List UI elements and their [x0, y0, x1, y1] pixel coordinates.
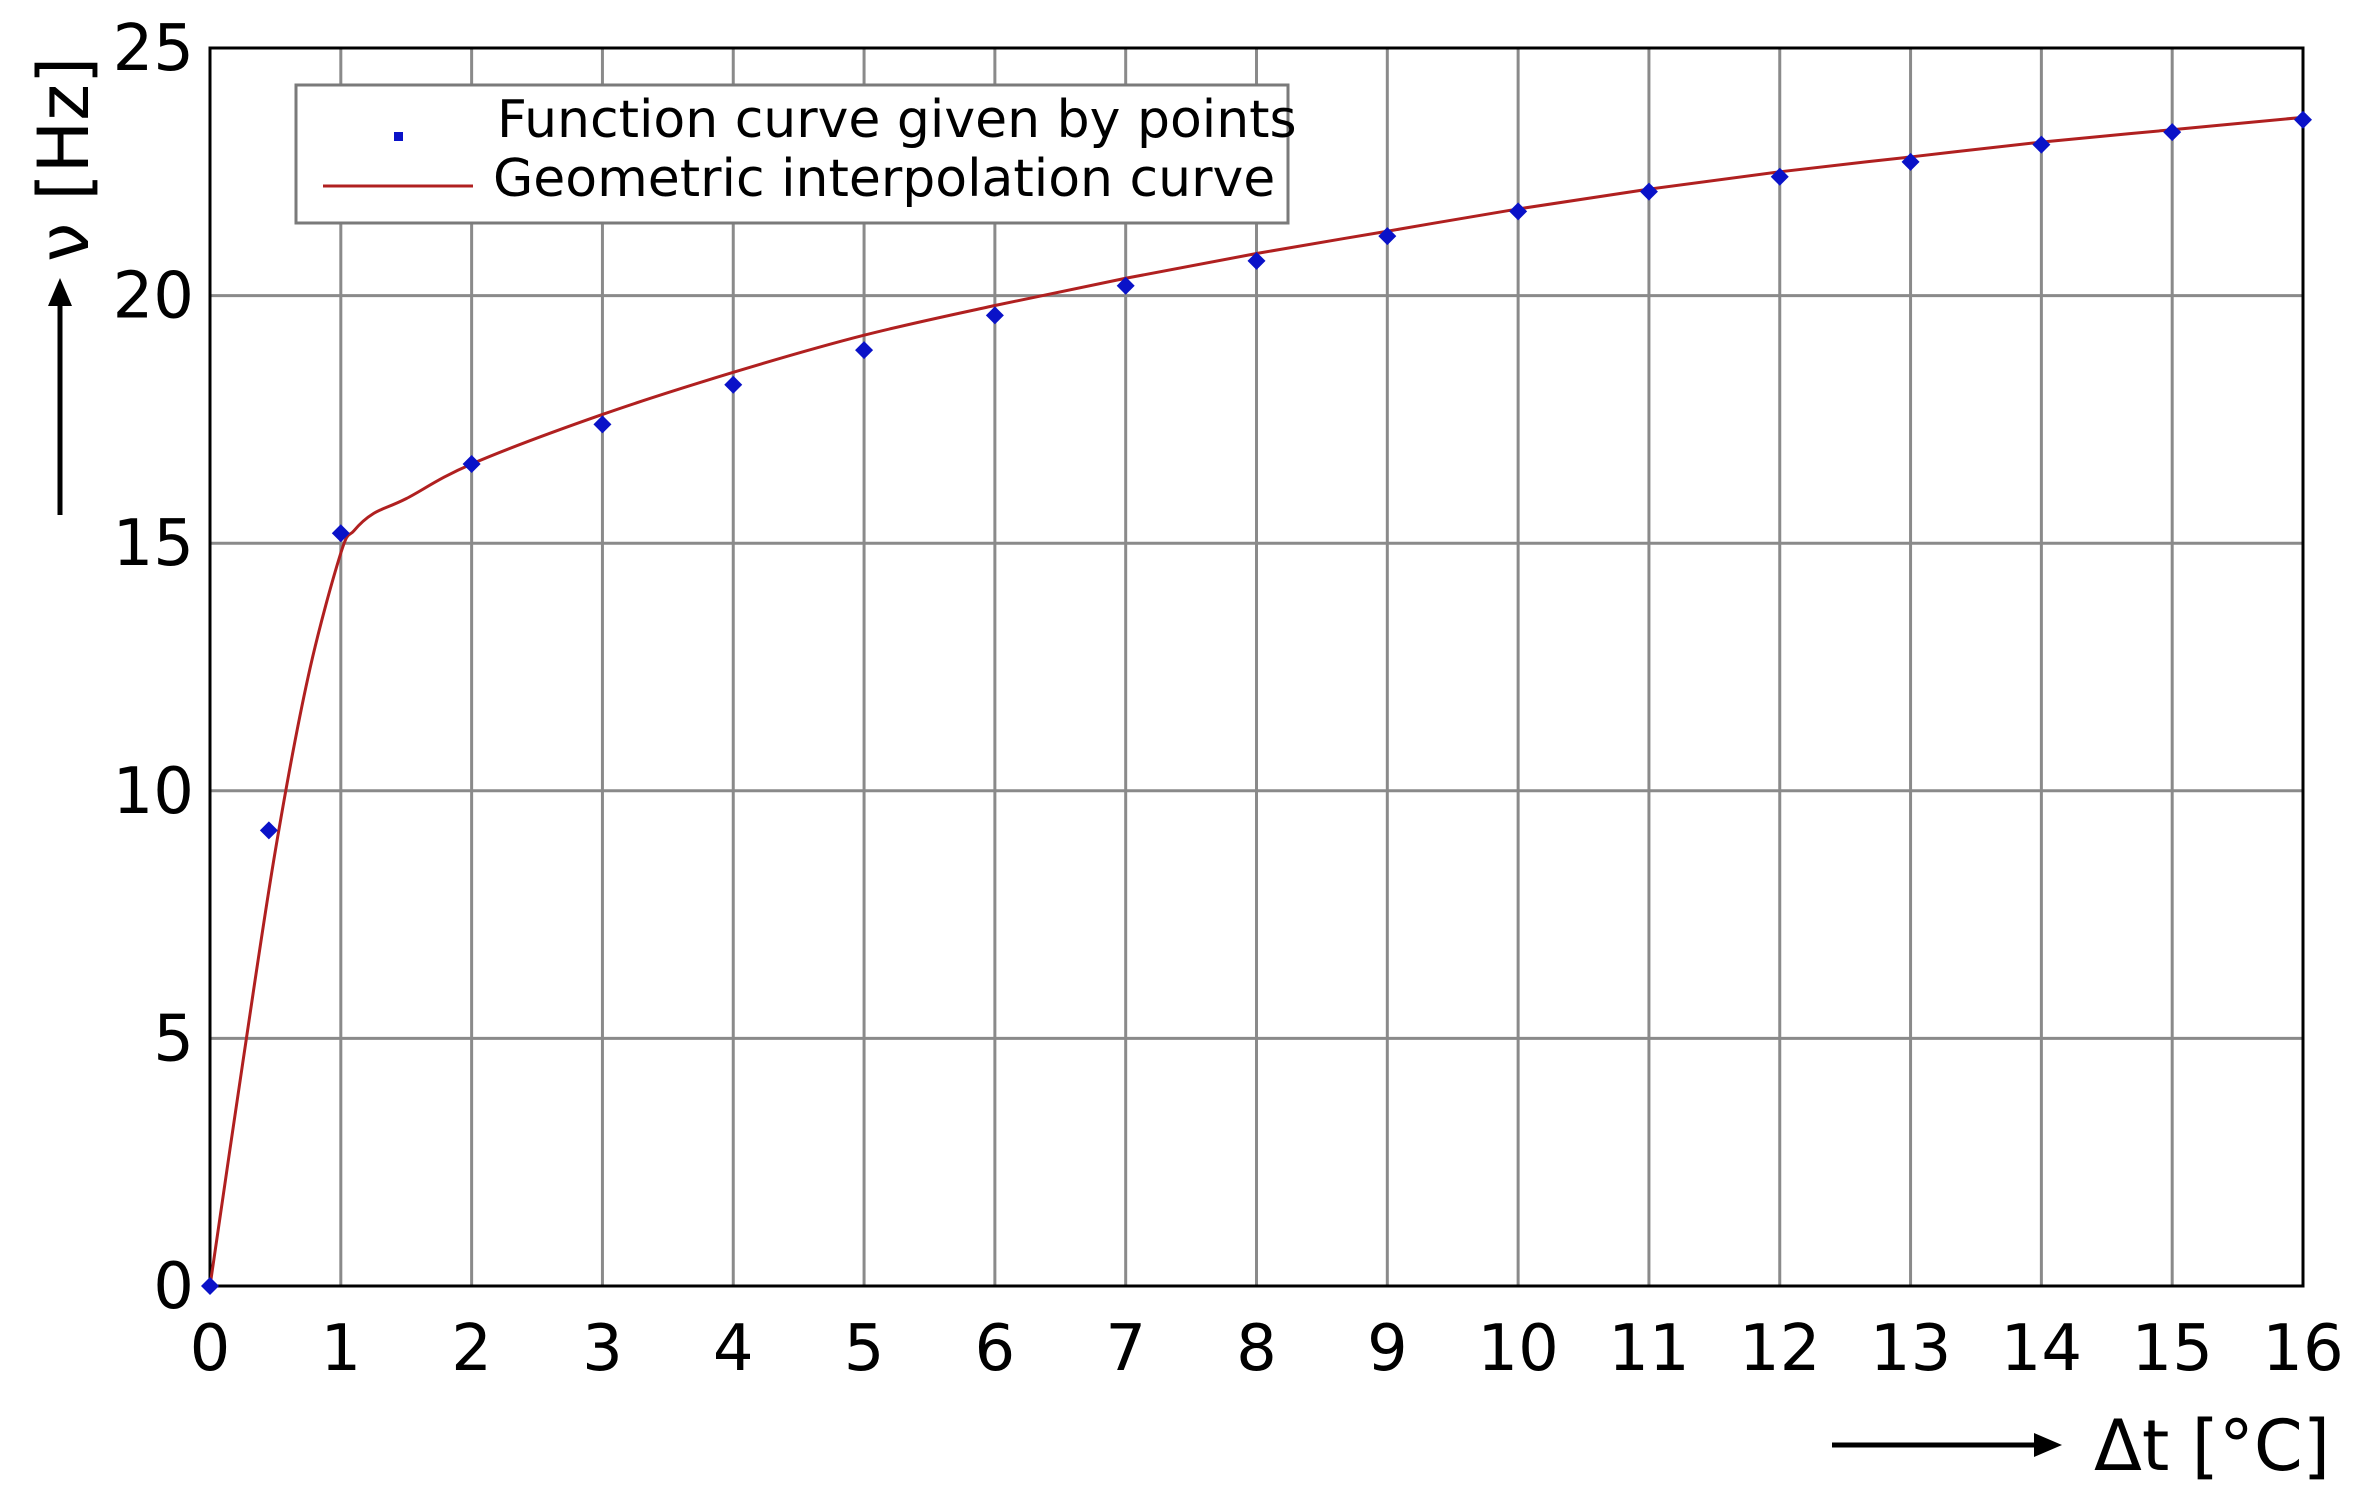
data-point-marker [1639, 182, 1658, 201]
x-tick-label: 14 [2001, 1312, 2082, 1386]
x-tick-label: 4 [713, 1312, 754, 1386]
data-point-marker [462, 454, 481, 473]
x-axis-title: Δt [°C] [2094, 1405, 2330, 1487]
data-point-marker [1378, 227, 1397, 246]
data-point-marker [1901, 152, 1920, 171]
data-point-marker [724, 375, 743, 394]
legend-point-symbol [394, 132, 403, 141]
x-tick-label: 9 [1367, 1312, 1408, 1386]
data-point-marker [2163, 123, 2182, 142]
data-point-marker [201, 1277, 219, 1295]
data-point-marker [331, 524, 350, 543]
x-tick-label: 15 [2131, 1312, 2212, 1386]
x-tick-label: 7 [1105, 1312, 1146, 1386]
data-point-marker [1509, 202, 1528, 221]
y-tick-label: 5 [153, 1002, 194, 1076]
data-point-marker [2032, 135, 2051, 154]
interpolation-curve-line [208, 115, 2304, 1287]
y-axis-arrowhead [48, 278, 72, 306]
y-tick-label: 25 [113, 12, 194, 86]
grid-layer [210, 48, 2303, 1286]
data-point-marker [1770, 167, 1789, 186]
data-point-marker [855, 341, 874, 360]
x-tick-label: 1 [320, 1312, 361, 1386]
data-point-marker [2294, 110, 2312, 129]
x-tick-label: 6 [975, 1312, 1016, 1386]
data-point-marker [259, 821, 278, 840]
y-tick-label: 0 [153, 1250, 194, 1324]
x-tick-label: 11 [1608, 1312, 1689, 1386]
legend-marker-points [394, 132, 403, 141]
y-axis-title: ν [Hz] [23, 57, 105, 262]
y-tick-label: 15 [113, 507, 194, 581]
x-tick-label: 10 [1477, 1312, 1558, 1386]
x-tick-label: 0 [190, 1312, 231, 1386]
x-tick-label: 3 [582, 1312, 623, 1386]
x-tick-label: 8 [1236, 1312, 1277, 1386]
legend-box [294, 83, 1290, 225]
x-tick-labels: 0 1 2 3 4 5 6 7 8 9 10 11 12 13 14 15 16 [190, 1312, 2344, 1386]
x-axis-title-group: Δt [°C] [1832, 1405, 2330, 1487]
y-axis-title-group: ν [Hz] [23, 57, 105, 515]
y-tick-labels: 0 5 10 15 20 25 [113, 12, 194, 1324]
legend-label-curve: Geometric interpolation curve [493, 149, 1275, 209]
y-tick-label: 20 [113, 260, 194, 334]
legend-label-points: Function curve given by points [497, 90, 1297, 150]
plot-frame [208, 46, 2305, 1288]
x-tick-label: 2 [451, 1312, 492, 1386]
data-point-marker [985, 306, 1004, 325]
data-point-marker [1116, 276, 1135, 295]
x-tick-label: 13 [1870, 1312, 1951, 1386]
x-axis-arrowhead [2034, 1433, 2062, 1457]
data-point-marker [1247, 251, 1266, 270]
x-tick-label: 16 [2262, 1312, 2343, 1386]
series-layer [201, 110, 2312, 1295]
data-point-marker [593, 415, 612, 434]
y-tick-label: 10 [113, 755, 194, 829]
legend: Function curve given by points Geometric… [294, 83, 1297, 225]
x-tick-label: 5 [844, 1312, 885, 1386]
x-tick-label: 12 [1739, 1312, 1820, 1386]
